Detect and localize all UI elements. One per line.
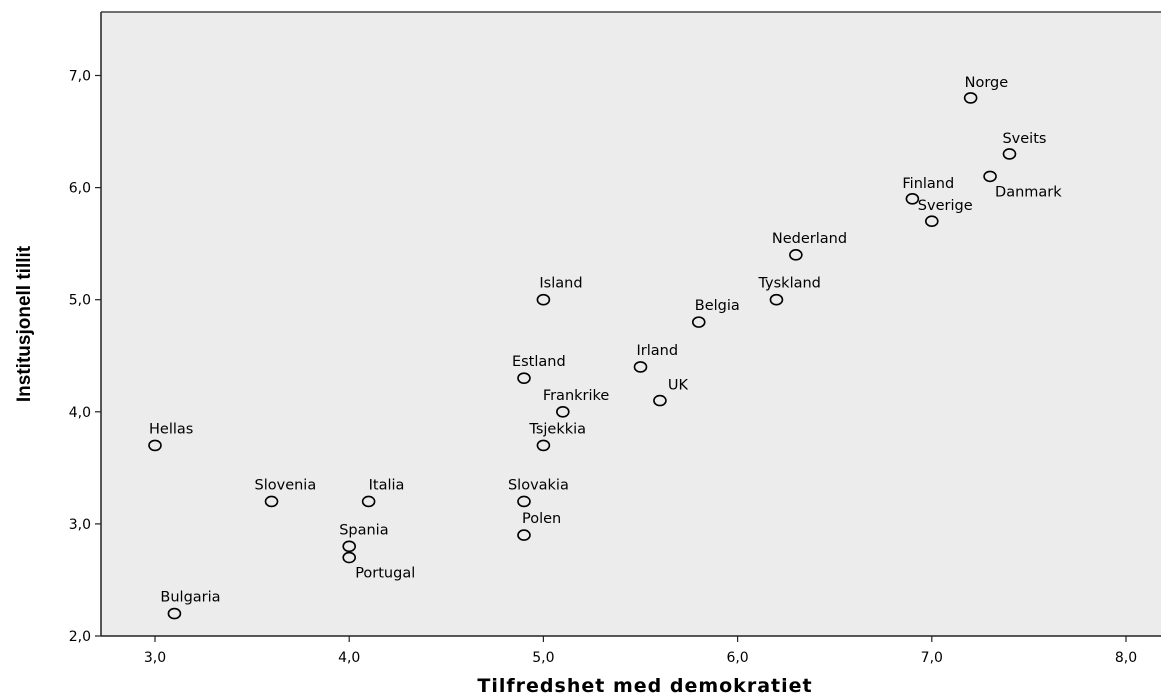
point-marker — [167, 607, 182, 620]
data-point-nederland: Nederland — [772, 231, 847, 261]
point-label: Slovakia — [508, 477, 569, 493]
y-tick-label: 3,0 — [69, 517, 91, 533]
data-point-spania: Spania — [339, 522, 389, 553]
point-label: Portugal — [355, 566, 415, 582]
data-point-tsjekkia: Tsjekkia — [528, 421, 586, 452]
point-label: Slovenia — [255, 477, 317, 493]
point-marker — [536, 293, 551, 306]
data-point-sverige: Sverige — [918, 198, 973, 228]
point-marker — [264, 495, 279, 508]
point-marker — [517, 495, 531, 508]
point-marker — [691, 316, 706, 328]
x-tick-label: 6,0 — [726, 650, 748, 666]
data-point-portugal: Portugal — [342, 551, 415, 582]
point-marker — [789, 249, 803, 261]
y-tick-label: 4,0 — [69, 405, 91, 421]
data-point-bulgaria: Bulgaria — [160, 590, 221, 620]
point-label: Nederland — [772, 231, 847, 247]
point-label: Hellas — [149, 421, 193, 437]
point-marker — [653, 394, 667, 407]
point-marker — [963, 92, 978, 104]
point-label: Norge — [965, 75, 1009, 91]
point-label: Sveits — [1002, 131, 1046, 147]
point-label: Italia — [369, 477, 405, 493]
point-marker — [983, 170, 997, 183]
axes: 3,0 4,0 5,0 6,0 7,0 8,0 2,0 3,0 4,0 5,0 6,0 7,0 — [69, 11, 1161, 666]
point-label: Spania — [339, 522, 388, 538]
data-point-italia: Italia — [361, 477, 405, 508]
point-marker — [1002, 148, 1017, 160]
x-axis-label: Tilfredshet med demokratiet — [477, 675, 812, 697]
point-marker — [905, 193, 920, 205]
data-point-irland: Irland — [633, 343, 679, 373]
x-tick-label: 3,0 — [144, 650, 166, 666]
point-marker — [517, 529, 531, 541]
point-label: Island — [539, 276, 582, 292]
point-label: Estland — [512, 354, 566, 370]
point-label: Frankrike — [543, 388, 610, 404]
data-point-tyskland: Tyskland — [757, 276, 821, 306]
point-marker — [924, 215, 939, 228]
point-label: Finland — [902, 176, 954, 192]
point-label: Tsjekkia — [528, 421, 586, 437]
point-label: Sverige — [918, 198, 973, 214]
point-marker — [517, 372, 531, 384]
data-points: Norge Sveits Danmark Finland Sverige Nederlan… — [148, 75, 1062, 620]
data-point-polen: Polen — [517, 511, 561, 541]
point-marker — [769, 293, 784, 306]
data-point-norge: Norge — [963, 75, 1009, 104]
data-point-slovenia: Slovenia — [255, 477, 317, 508]
data-point-finland: Finland — [902, 176, 954, 205]
data-point-island: Island — [536, 276, 583, 306]
data-point-sveits: Sveits — [1002, 131, 1046, 160]
y-tick-label: 5,0 — [69, 293, 91, 309]
point-label: Danmark — [995, 184, 1062, 200]
x-tick-label: 7,0 — [921, 650, 943, 666]
point-label: Polen — [522, 511, 561, 527]
y-tick-label: 2,0 — [69, 629, 91, 645]
data-point-uk: UK — [653, 378, 689, 407]
point-marker — [148, 439, 162, 452]
data-point-estland: Estland — [512, 354, 566, 384]
data-point-danmark: Danmark — [983, 170, 1062, 200]
x-tick-label: 5,0 — [532, 650, 554, 666]
point-marker — [342, 540, 357, 553]
y-axis-label: Institusjonell tillit — [14, 245, 35, 402]
point-marker — [633, 361, 648, 373]
data-point-frankrike: Frankrike — [543, 388, 610, 418]
point-marker — [342, 551, 357, 564]
point-marker — [361, 495, 376, 508]
data-point-slovakia: Slovakia — [508, 477, 569, 508]
point-marker — [556, 405, 570, 418]
point-label: Irland — [637, 343, 679, 359]
data-point-belgia: Belgia — [691, 298, 740, 328]
point-label: Tyskland — [757, 276, 820, 292]
data-point-hellas: Hellas — [148, 421, 193, 452]
plot-area — [101, 12, 1161, 636]
point-label: Bulgaria — [160, 590, 220, 606]
y-tick-label: 7,0 — [69, 69, 91, 85]
point-marker — [536, 439, 551, 452]
point-label: UK — [668, 378, 689, 394]
x-tick-label: 4,0 — [338, 650, 360, 666]
x-tick-label: 8,0 — [1115, 650, 1137, 666]
point-label: Belgia — [695, 298, 740, 314]
y-tick-label: 6,0 — [69, 181, 91, 197]
